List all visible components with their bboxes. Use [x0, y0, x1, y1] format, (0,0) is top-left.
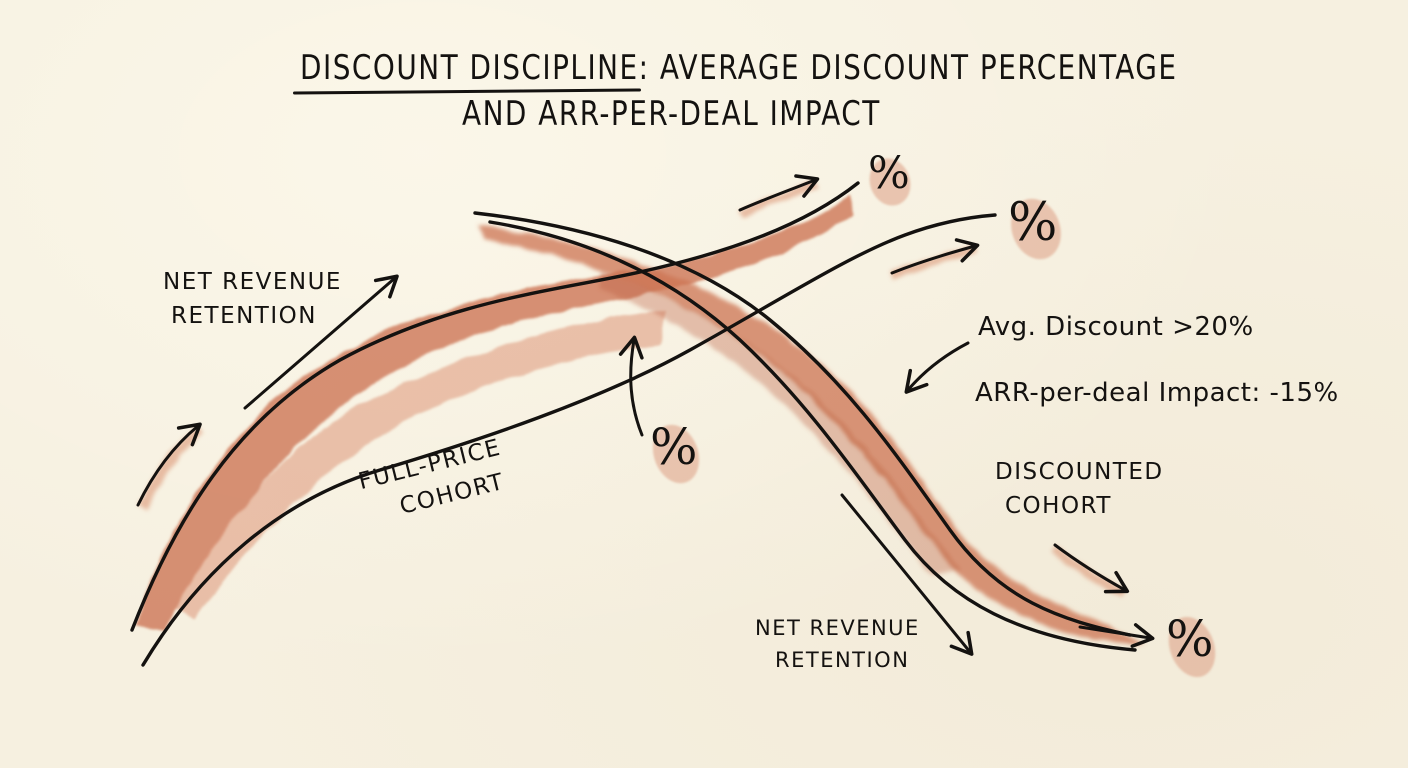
small-rising-arrow-right [890, 238, 980, 275]
percent-icon-bottom: % [1166, 610, 1214, 668]
label-nrr-top-line2: Retention [171, 303, 317, 329]
annotation-arr-impact: ARR-per-deal Impact: -15% [975, 378, 1339, 408]
percent-icon-right: % [1008, 193, 1058, 253]
label-nrr-bottom: Net Revenue Retention [755, 612, 920, 676]
label-discounted-line1: Discounted [995, 459, 1164, 485]
label-discounted-cohort: Discounted Cohort [995, 455, 1164, 523]
discounted-cohort-line-upper [473, 211, 1132, 637]
ink-lines [130, 181, 1137, 667]
rising-band-line [130, 181, 860, 632]
chart-title-line2: and ARR-per-Deal Impact [462, 94, 881, 134]
full-price-cohort-line [141, 213, 997, 667]
label-discounted-line2: Cohort [1005, 493, 1112, 519]
avg-discount-pointer-arrow [904, 341, 970, 394]
percent-icon-middle: % [650, 418, 698, 476]
percent-icon-top: % [868, 148, 910, 199]
nrr-up-arrow [243, 274, 399, 410]
title-highlight: Discount Discipline [300, 48, 639, 88]
discounted-end-arrow [1078, 623, 1155, 648]
title-rest: : Average Discount Percentage [638, 48, 1178, 88]
pct-up-arrow [618, 335, 644, 437]
chart-title-line1: Discount Discipline: Average Discount Pe… [300, 49, 1178, 88]
small-rising-arrow-left [136, 422, 202, 507]
annotation-avg-discount: Avg. Discount >20% [978, 312, 1254, 342]
small-rising-arrow-top [738, 174, 820, 212]
label-nrr-bottom-line1: Net Revenue [755, 616, 920, 640]
label-nrr-top-line1: Net Revenue [163, 269, 342, 295]
label-nrr-top: Net Revenue Retention [163, 265, 342, 333]
label-nrr-bottom-line2: Retention [775, 648, 910, 672]
discounted-small-arrow [1053, 543, 1130, 594]
discounted-cohort-line-lower [488, 220, 1137, 652]
rising-watercolor-band [135, 195, 855, 630]
arrows [136, 174, 1155, 656]
nrr-down-arrow [840, 493, 974, 656]
falling-watercolor-band [478, 225, 1145, 645]
